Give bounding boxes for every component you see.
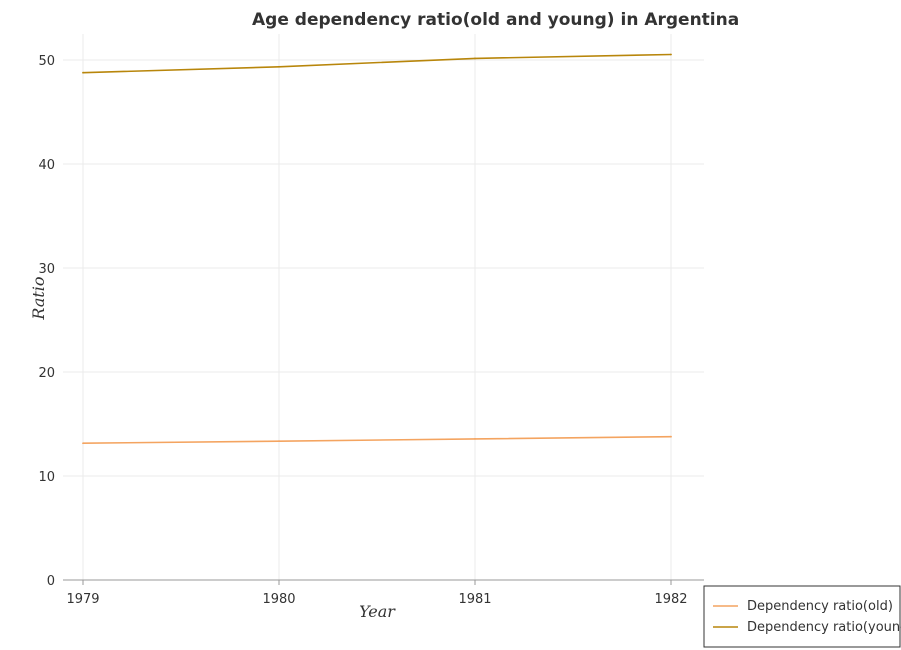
series-lines <box>82 53 672 445</box>
legend-box <box>703 585 901 648</box>
data-point <box>82 442 84 445</box>
y-tick-label: 40 <box>38 158 55 173</box>
legend-label: Dependency ratio(young) <box>747 620 901 635</box>
tick-labels: 0 10 20 30 40 50 1979 1980 1981 1982 <box>38 54 687 607</box>
legend: Dependency ratio(old) Dependency ratio(yo… <box>703 585 901 648</box>
x-axis-label: Year <box>359 602 396 621</box>
y-axis-label: Ratio <box>29 276 48 320</box>
axes <box>63 579 704 585</box>
data-point <box>82 71 84 74</box>
data-point <box>670 435 672 438</box>
y-tick-label: 10 <box>38 470 55 485</box>
chart-title: Age dependency ratio(old and young) in A… <box>252 10 739 30</box>
x-tick-label: 1981 <box>458 592 491 607</box>
y-tick-label: 50 <box>38 54 55 69</box>
y-tick-label: 0 <box>47 574 55 589</box>
x-tick-label: 1980 <box>262 592 295 607</box>
series-line-1 <box>82 53 672 74</box>
data-point <box>670 53 672 56</box>
data-point <box>278 440 280 443</box>
x-tick-label: 1979 <box>66 592 99 607</box>
legend-label: Dependency ratio(old) <box>747 599 893 614</box>
y-tick-label: 20 <box>38 366 55 381</box>
y-tick-label: 30 <box>38 262 55 277</box>
data-point <box>474 437 476 440</box>
x-tick-label: 1982 <box>654 592 687 607</box>
data-point <box>474 57 476 60</box>
series-line-0 <box>82 435 672 444</box>
grid-lines <box>63 34 704 581</box>
data-point <box>278 65 280 68</box>
